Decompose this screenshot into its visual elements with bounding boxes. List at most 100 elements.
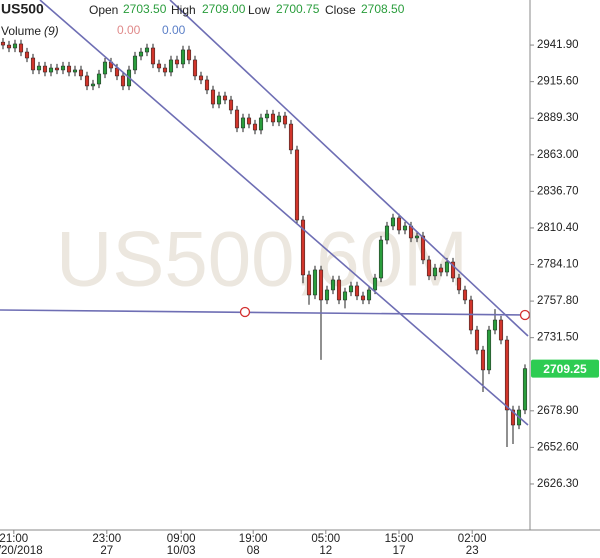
x-tick-label: 19:00 (239, 533, 268, 545)
candle-body (462, 289, 468, 301)
open-value: 2703.50 (123, 2, 167, 16)
candle-body (216, 95, 222, 105)
header: US500 Open 2703.50 High 2709.00 Low 2700… (1, 1, 405, 38)
candle-body (390, 217, 396, 227)
candle-body (78, 69, 84, 77)
candle-body (288, 123, 294, 151)
last-price-box (531, 359, 599, 378)
y-tick-label: 2915.60 (537, 76, 579, 88)
candle-body (438, 267, 444, 273)
candle-body (378, 239, 384, 279)
y-tick-label: 2626.30 (537, 478, 579, 490)
candle-body (366, 289, 372, 301)
candle-body (498, 319, 504, 341)
x-tick-label: 02:00 (458, 533, 487, 545)
candle-body (396, 217, 402, 231)
candle-body (18, 43, 24, 53)
close-value: 2708.50 (361, 2, 405, 16)
candle-body (66, 65, 72, 73)
candle-body (84, 75, 90, 87)
candle-body (150, 47, 156, 65)
candle-body (138, 51, 144, 57)
candle-body (90, 83, 96, 87)
line-handle[interactable] (239, 306, 251, 318)
horizontal-line (0, 309, 529, 316)
candle-body (240, 117, 246, 129)
candle-body (486, 329, 492, 371)
open-label: Open (89, 3, 118, 17)
candle-body (450, 261, 456, 279)
candle-body (168, 59, 174, 73)
candle-body (210, 89, 216, 105)
candle-body (504, 339, 510, 411)
candle-body (72, 69, 78, 73)
candle-body (294, 149, 300, 221)
candle-body (480, 349, 486, 371)
trend-line (169, 0, 529, 337)
y-tick-label: 2731.50 (537, 332, 579, 344)
candle-body (30, 57, 36, 71)
candle-body (474, 329, 480, 351)
low-value: 2700.75 (276, 2, 320, 16)
candle-body (192, 59, 198, 77)
y-tick-label: 2863.00 (537, 149, 579, 161)
y-tick-label: 2836.70 (537, 185, 579, 197)
candle-body (360, 295, 366, 301)
x-tick-date: 27 (100, 545, 113, 557)
candle-body (276, 115, 282, 123)
candle-body (354, 285, 360, 297)
trend-line (39, 0, 529, 426)
candle-body (174, 59, 180, 65)
candle-body (306, 274, 312, 296)
candle-body (228, 99, 234, 111)
line-handle[interactable] (519, 309, 531, 321)
candle-body (120, 75, 126, 87)
candle-body (384, 225, 390, 241)
candle-body (456, 277, 462, 291)
candle-body (102, 61, 108, 75)
x-tick-label: 05:00 (311, 533, 340, 545)
candle-body (258, 117, 264, 131)
candle-body (444, 261, 450, 273)
volume-label: Volume (1, 24, 41, 38)
symbol: US500 (1, 1, 44, 17)
last-price-label: 2709.25 (543, 362, 587, 376)
candle-body (180, 49, 186, 65)
y-tick-label: 2652.60 (537, 441, 579, 453)
candle-body (198, 75, 204, 81)
candle-body (330, 279, 336, 291)
candle-body (162, 67, 168, 73)
candle-body (96, 73, 102, 85)
candle-body (420, 235, 426, 261)
candle-body (318, 269, 324, 301)
y-tick-label: 2784.10 (537, 259, 579, 271)
x-tick-label: 21:00 (0, 533, 28, 545)
candle-body (432, 267, 438, 277)
x-tick-date: 17 (393, 545, 406, 557)
candle-body (42, 65, 48, 73)
candle-body (270, 113, 276, 123)
candle-body (252, 123, 258, 131)
candle-body (402, 225, 408, 231)
candle-body (186, 49, 192, 61)
candle-body (36, 65, 42, 71)
x-tick-label: 15:00 (385, 533, 414, 545)
candle-body (144, 47, 150, 53)
candle-body (312, 269, 318, 296)
candle-body (510, 409, 516, 426)
candle-body (0, 41, 6, 46)
y-tick-label: 2810.40 (537, 222, 579, 234)
candle-body (336, 279, 342, 301)
candle-body (156, 63, 162, 69)
volume-value: 0.00 (117, 23, 141, 37)
candle-body (426, 259, 432, 277)
candle-body (48, 67, 54, 73)
candle-body (492, 319, 498, 331)
x-tick-label: 09:00 (167, 533, 196, 545)
y-tick-label: 2678.90 (537, 405, 579, 417)
x-tick-date: 09/20/2018 (0, 545, 43, 557)
close-label: Close (325, 3, 356, 17)
candle-body (54, 67, 60, 71)
trend-lines (0, 0, 531, 426)
